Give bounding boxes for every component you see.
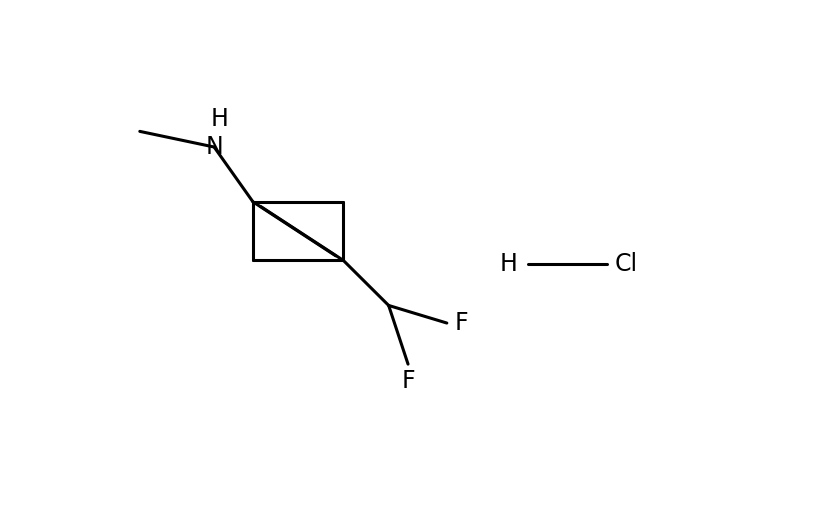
Text: N: N	[205, 135, 223, 159]
Text: H: H	[210, 107, 229, 131]
Text: H: H	[500, 252, 518, 276]
Text: F: F	[401, 369, 414, 393]
Text: F: F	[455, 311, 468, 335]
Text: Cl: Cl	[615, 252, 638, 276]
